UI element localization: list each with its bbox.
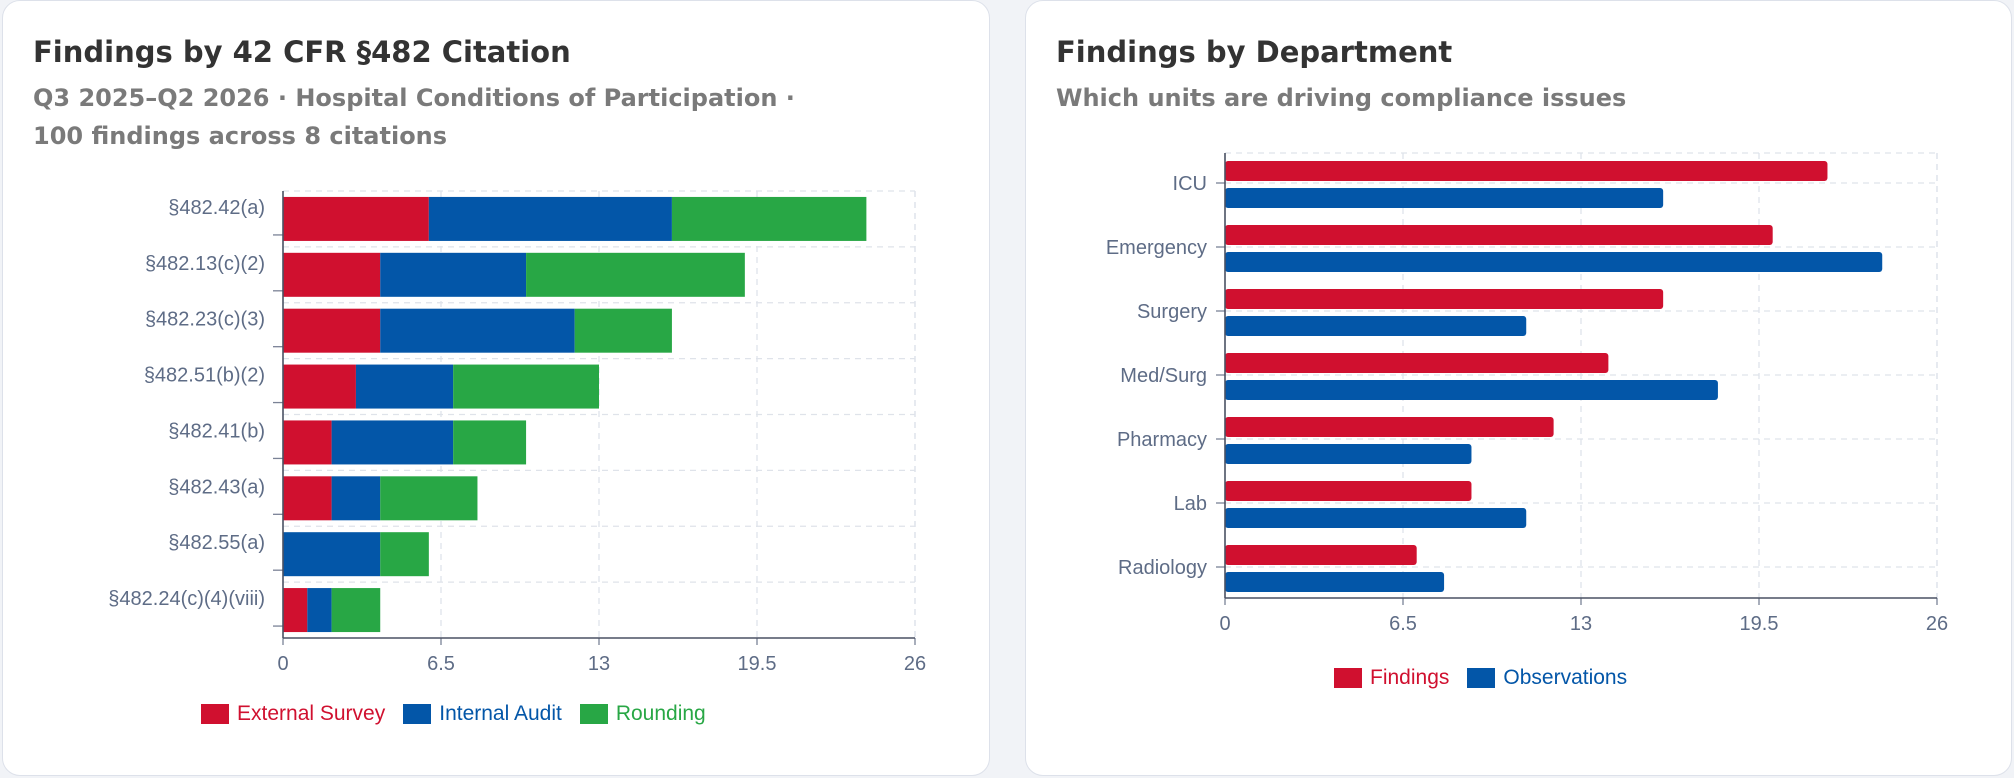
bar-external-survey — [283, 196, 429, 241]
x-tick-label: 19.5 — [1740, 613, 1779, 635]
chart-subtitle-line-2: 100 findings across 8 citations — [33, 122, 448, 150]
legend-swatch — [579, 704, 608, 724]
x-tick-label: 6.5 — [1389, 613, 1417, 635]
legend-label: Findings — [1370, 666, 1450, 689]
bar-observations — [1225, 188, 1664, 208]
chart-title: Findings by 42 CFR §482 Citation — [33, 35, 571, 69]
bar-findings — [1225, 289, 1664, 309]
bar-rounding — [671, 196, 867, 241]
category-label: §482.51(b)(2) — [144, 365, 265, 387]
bar-internal-audit — [428, 196, 672, 241]
citation-stacked-bar-chart: 0 6.5 13 19.5 26 §482.42(a) §482.13(c)(2) §482.… — [108, 190, 926, 675]
bar-observations — [1225, 316, 1527, 336]
legend-item-external-survey[interactable]: External Survey — [201, 702, 385, 726]
chart-subtitle: Which units are driving compliance issue… — [1056, 79, 1626, 117]
legend-item-internal-audit[interactable]: Internal Audit — [403, 702, 562, 726]
citation-chart-card: Findings by 42 CFR §482 Citation Q3 2025… — [2, 0, 990, 776]
category-label: §482.41(b) — [168, 420, 265, 442]
category-label: §482.23(c)(3) — [145, 309, 265, 331]
bar-observations — [1225, 252, 1883, 272]
x-tick-label: 19.5 — [738, 653, 777, 675]
department-chart-card: Findings by Department Which units are d… — [1025, 0, 2012, 776]
chart-subtitle-line-1: Which units are driving compliance issue… — [1056, 84, 1627, 112]
chart-legend: External Survey Internal Audit Rounding — [201, 702, 724, 726]
legend-swatch — [1467, 668, 1496, 688]
bar-observations — [1225, 380, 1718, 400]
category-label: Pharmacy — [1117, 429, 1207, 451]
bar-rounding — [331, 588, 381, 633]
bar-external-survey — [283, 476, 332, 521]
legend-item-findings[interactable]: Findings — [1334, 666, 1449, 690]
category-label: §482.55(a) — [168, 532, 265, 554]
legend-label: Observations — [1503, 666, 1628, 689]
bar-internal-audit — [380, 252, 527, 297]
bar-observations — [1225, 572, 1445, 592]
bar-internal-audit — [355, 364, 454, 409]
bar-observations — [1225, 508, 1527, 528]
bar-rounding — [380, 476, 478, 521]
bar-external-survey — [283, 364, 356, 409]
chart-legend: Findings Observations — [1334, 666, 1645, 690]
legend-item-observations[interactable]: Observations — [1467, 666, 1627, 690]
bar-findings — [1225, 545, 1417, 565]
bar-external-survey — [283, 308, 381, 353]
legend-item-rounding[interactable]: Rounding — [579, 702, 706, 726]
x-tick-label: 0 — [277, 653, 288, 675]
x-tick-label: 26 — [1926, 613, 1948, 635]
bar-external-survey — [283, 420, 332, 465]
bar-findings — [1225, 353, 1609, 373]
x-tick-label: 13 — [588, 653, 610, 675]
bar-rounding — [574, 308, 672, 353]
category-label: §482.13(c)(2) — [145, 253, 265, 275]
x-tick-label: 26 — [904, 653, 926, 675]
bar-findings — [1225, 161, 1828, 181]
legend-label: Internal Audit — [439, 702, 562, 725]
bar-observations — [1225, 444, 1472, 464]
bar-external-survey — [283, 252, 381, 297]
legend-swatch — [403, 704, 432, 724]
bar-internal-audit — [307, 588, 332, 633]
bar-external-survey — [283, 588, 308, 633]
bar-internal-audit — [331, 476, 381, 521]
x-tick-label: 0 — [1219, 613, 1230, 635]
category-label: Radiology — [1118, 557, 1207, 579]
bar-rounding — [380, 532, 429, 577]
x-tick-label: 13 — [1570, 613, 1592, 635]
bar-rounding — [453, 364, 599, 409]
chart-title: Findings by Department — [1056, 35, 1453, 69]
bar-internal-audit — [331, 420, 454, 465]
bar-findings — [1225, 417, 1554, 437]
legend-swatch — [201, 704, 229, 724]
chart-subtitle: Q3 2025–Q2 2026 · Hospital Conditions of… — [33, 79, 795, 155]
department-grouped-bar-chart: 0 6.5 13 19.5 26 ICU Emergency Surgery Med/Surg P… — [1106, 152, 1948, 635]
category-label: Lab — [1174, 493, 1207, 515]
bar-findings — [1225, 481, 1472, 501]
category-label: ICU — [1173, 173, 1207, 195]
bar-rounding — [526, 252, 745, 297]
legend-swatch — [1334, 668, 1362, 688]
category-label: Surgery — [1137, 301, 1207, 323]
legend-label: Rounding — [615, 702, 706, 725]
x-tick-label: 6.5 — [427, 653, 455, 675]
chart-subtitle-line-1: Q3 2025–Q2 2026 · Hospital Conditions of… — [33, 84, 795, 112]
category-label: Emergency — [1106, 237, 1207, 259]
category-label: §482.43(a) — [168, 476, 265, 498]
bar-rounding — [453, 420, 527, 465]
category-label: Med/Surg — [1120, 365, 1207, 387]
category-label: §482.24(c)(4)(viii) — [108, 588, 265, 610]
bar-internal-audit — [283, 532, 381, 577]
bar-internal-audit — [380, 308, 575, 353]
bar-findings — [1225, 225, 1773, 245]
legend-label: External Survey — [237, 702, 386, 725]
category-label: §482.42(a) — [168, 197, 265, 219]
